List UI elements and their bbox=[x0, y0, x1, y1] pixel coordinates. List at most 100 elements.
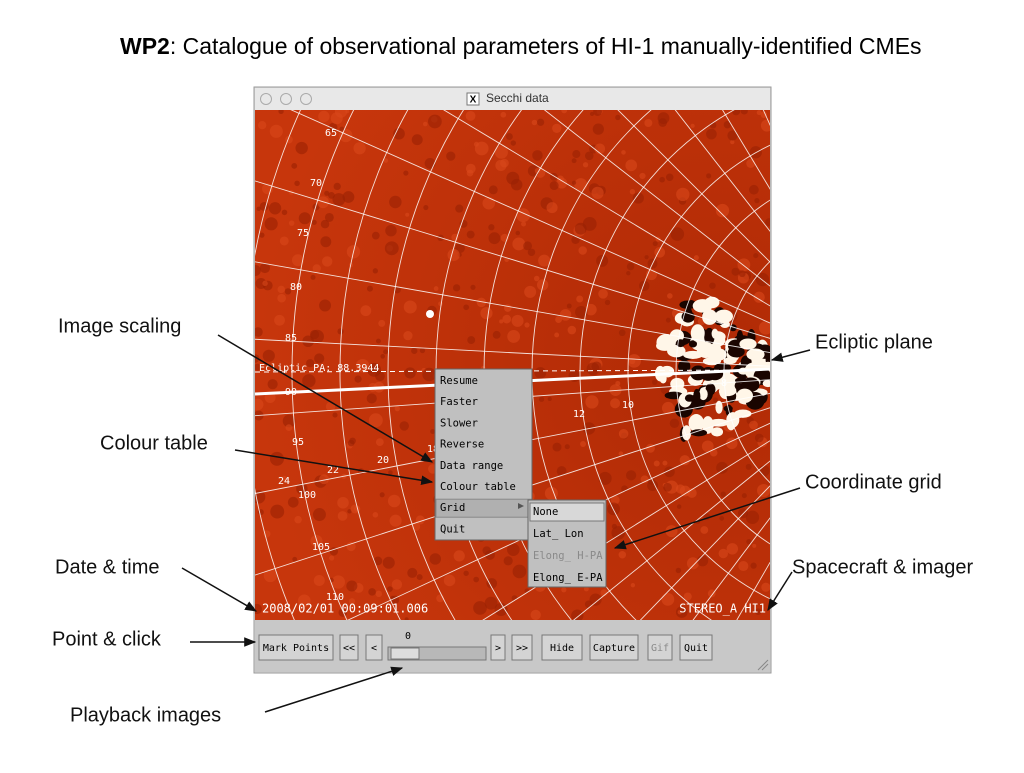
speckle bbox=[593, 110, 602, 116]
speckle bbox=[292, 556, 298, 562]
grid-radial bbox=[255, 180, 770, 339]
submenu-item[interactable]: Elong_ E-PA bbox=[533, 572, 603, 584]
speckle bbox=[494, 145, 508, 159]
speckle bbox=[547, 396, 552, 402]
button[interactable] bbox=[647, 634, 673, 661]
button-label[interactable]: Capture bbox=[593, 643, 635, 654]
menu-item[interactable]: Data range bbox=[440, 460, 503, 472]
grid-label: 24 bbox=[278, 476, 290, 487]
submenu-item[interactable]: None bbox=[533, 506, 558, 518]
speckle bbox=[715, 203, 730, 218]
speckle bbox=[459, 219, 468, 228]
menu-item[interactable]: Slower bbox=[440, 417, 478, 429]
speckle bbox=[511, 314, 524, 327]
menu-item[interactable]: Faster bbox=[440, 396, 478, 408]
grid-arc bbox=[627, 144, 770, 600]
speckle bbox=[428, 114, 442, 129]
menu-item[interactable]: Colour table bbox=[440, 481, 516, 493]
zoom-button[interactable] bbox=[300, 93, 312, 105]
speckle bbox=[716, 461, 728, 474]
speckle bbox=[372, 268, 378, 274]
submenu-item[interactable]: Lat_ Lon bbox=[533, 528, 584, 540]
speckle bbox=[264, 217, 278, 231]
button[interactable] bbox=[365, 634, 383, 661]
speckle bbox=[465, 110, 476, 121]
button-label[interactable]: Hide bbox=[550, 643, 574, 654]
speckle bbox=[306, 359, 315, 368]
speckle bbox=[594, 143, 606, 155]
speckle bbox=[675, 567, 682, 574]
speckle bbox=[610, 495, 620, 505]
cme-feature bbox=[762, 379, 770, 388]
speckle bbox=[287, 496, 299, 508]
speckle bbox=[310, 274, 316, 280]
speckle bbox=[348, 598, 356, 605]
menu-item[interactable]: Quit bbox=[440, 523, 465, 535]
button-label[interactable]: Gif bbox=[651, 643, 669, 654]
menu-item[interactable]: Reverse bbox=[440, 439, 484, 451]
speckle bbox=[669, 418, 680, 428]
button[interactable] bbox=[511, 634, 533, 661]
speckle bbox=[488, 185, 498, 195]
speckle bbox=[419, 347, 426, 354]
grid-radial bbox=[573, 460, 770, 620]
speckle bbox=[378, 319, 386, 327]
button-label[interactable]: Quit bbox=[684, 643, 708, 654]
speckle bbox=[463, 304, 470, 311]
button[interactable] bbox=[679, 634, 713, 661]
button[interactable] bbox=[490, 634, 506, 661]
speckle bbox=[382, 556, 395, 569]
grid-arc bbox=[675, 199, 770, 545]
button[interactable] bbox=[339, 634, 359, 661]
speckle bbox=[559, 309, 572, 321]
speckle bbox=[644, 118, 653, 128]
cme-feature bbox=[734, 409, 752, 418]
speckle bbox=[552, 123, 562, 133]
grid-label: 95 bbox=[292, 437, 304, 448]
menu-item[interactable]: Resume bbox=[440, 375, 478, 387]
button[interactable] bbox=[258, 634, 334, 661]
grid-radial bbox=[347, 422, 770, 620]
slider-thumb[interactable] bbox=[390, 647, 420, 660]
x-icon-glyph: X bbox=[470, 95, 477, 106]
speckle bbox=[482, 196, 496, 210]
menu-item[interactable]: Grid bbox=[440, 502, 465, 514]
button-label[interactable]: >> bbox=[516, 643, 528, 654]
speckle bbox=[546, 202, 558, 214]
speckle bbox=[373, 556, 383, 566]
speckle bbox=[467, 336, 476, 345]
cme-feature bbox=[684, 394, 695, 402]
close-button[interactable] bbox=[260, 93, 272, 105]
button-label[interactable]: Mark Points bbox=[263, 643, 329, 654]
speckle bbox=[255, 278, 267, 289]
speckle bbox=[443, 574, 456, 587]
speckle bbox=[561, 110, 568, 114]
speckle bbox=[618, 429, 629, 439]
button-label[interactable]: << bbox=[343, 643, 355, 654]
speckle bbox=[366, 285, 373, 292]
speckle bbox=[411, 347, 418, 354]
speckle bbox=[453, 284, 461, 292]
minimize-button[interactable] bbox=[280, 93, 292, 105]
speckle bbox=[284, 288, 292, 295]
button-label[interactable]: > bbox=[495, 643, 501, 654]
button-label[interactable]: < bbox=[371, 643, 377, 654]
speckle bbox=[706, 128, 717, 140]
grid-label: 70 bbox=[310, 178, 322, 189]
speckle bbox=[411, 134, 423, 146]
cme-feature bbox=[688, 414, 704, 432]
speckle bbox=[345, 110, 350, 114]
speckle bbox=[430, 429, 436, 434]
speckle bbox=[657, 112, 670, 124]
speckle bbox=[399, 421, 409, 431]
speckle bbox=[527, 165, 540, 177]
button[interactable] bbox=[589, 634, 639, 661]
speckle bbox=[584, 151, 594, 161]
speckle bbox=[355, 359, 370, 373]
speckle bbox=[707, 589, 716, 598]
speckle bbox=[611, 526, 626, 540]
button[interactable] bbox=[541, 634, 583, 661]
speckle bbox=[621, 150, 626, 155]
speckle bbox=[337, 496, 349, 509]
